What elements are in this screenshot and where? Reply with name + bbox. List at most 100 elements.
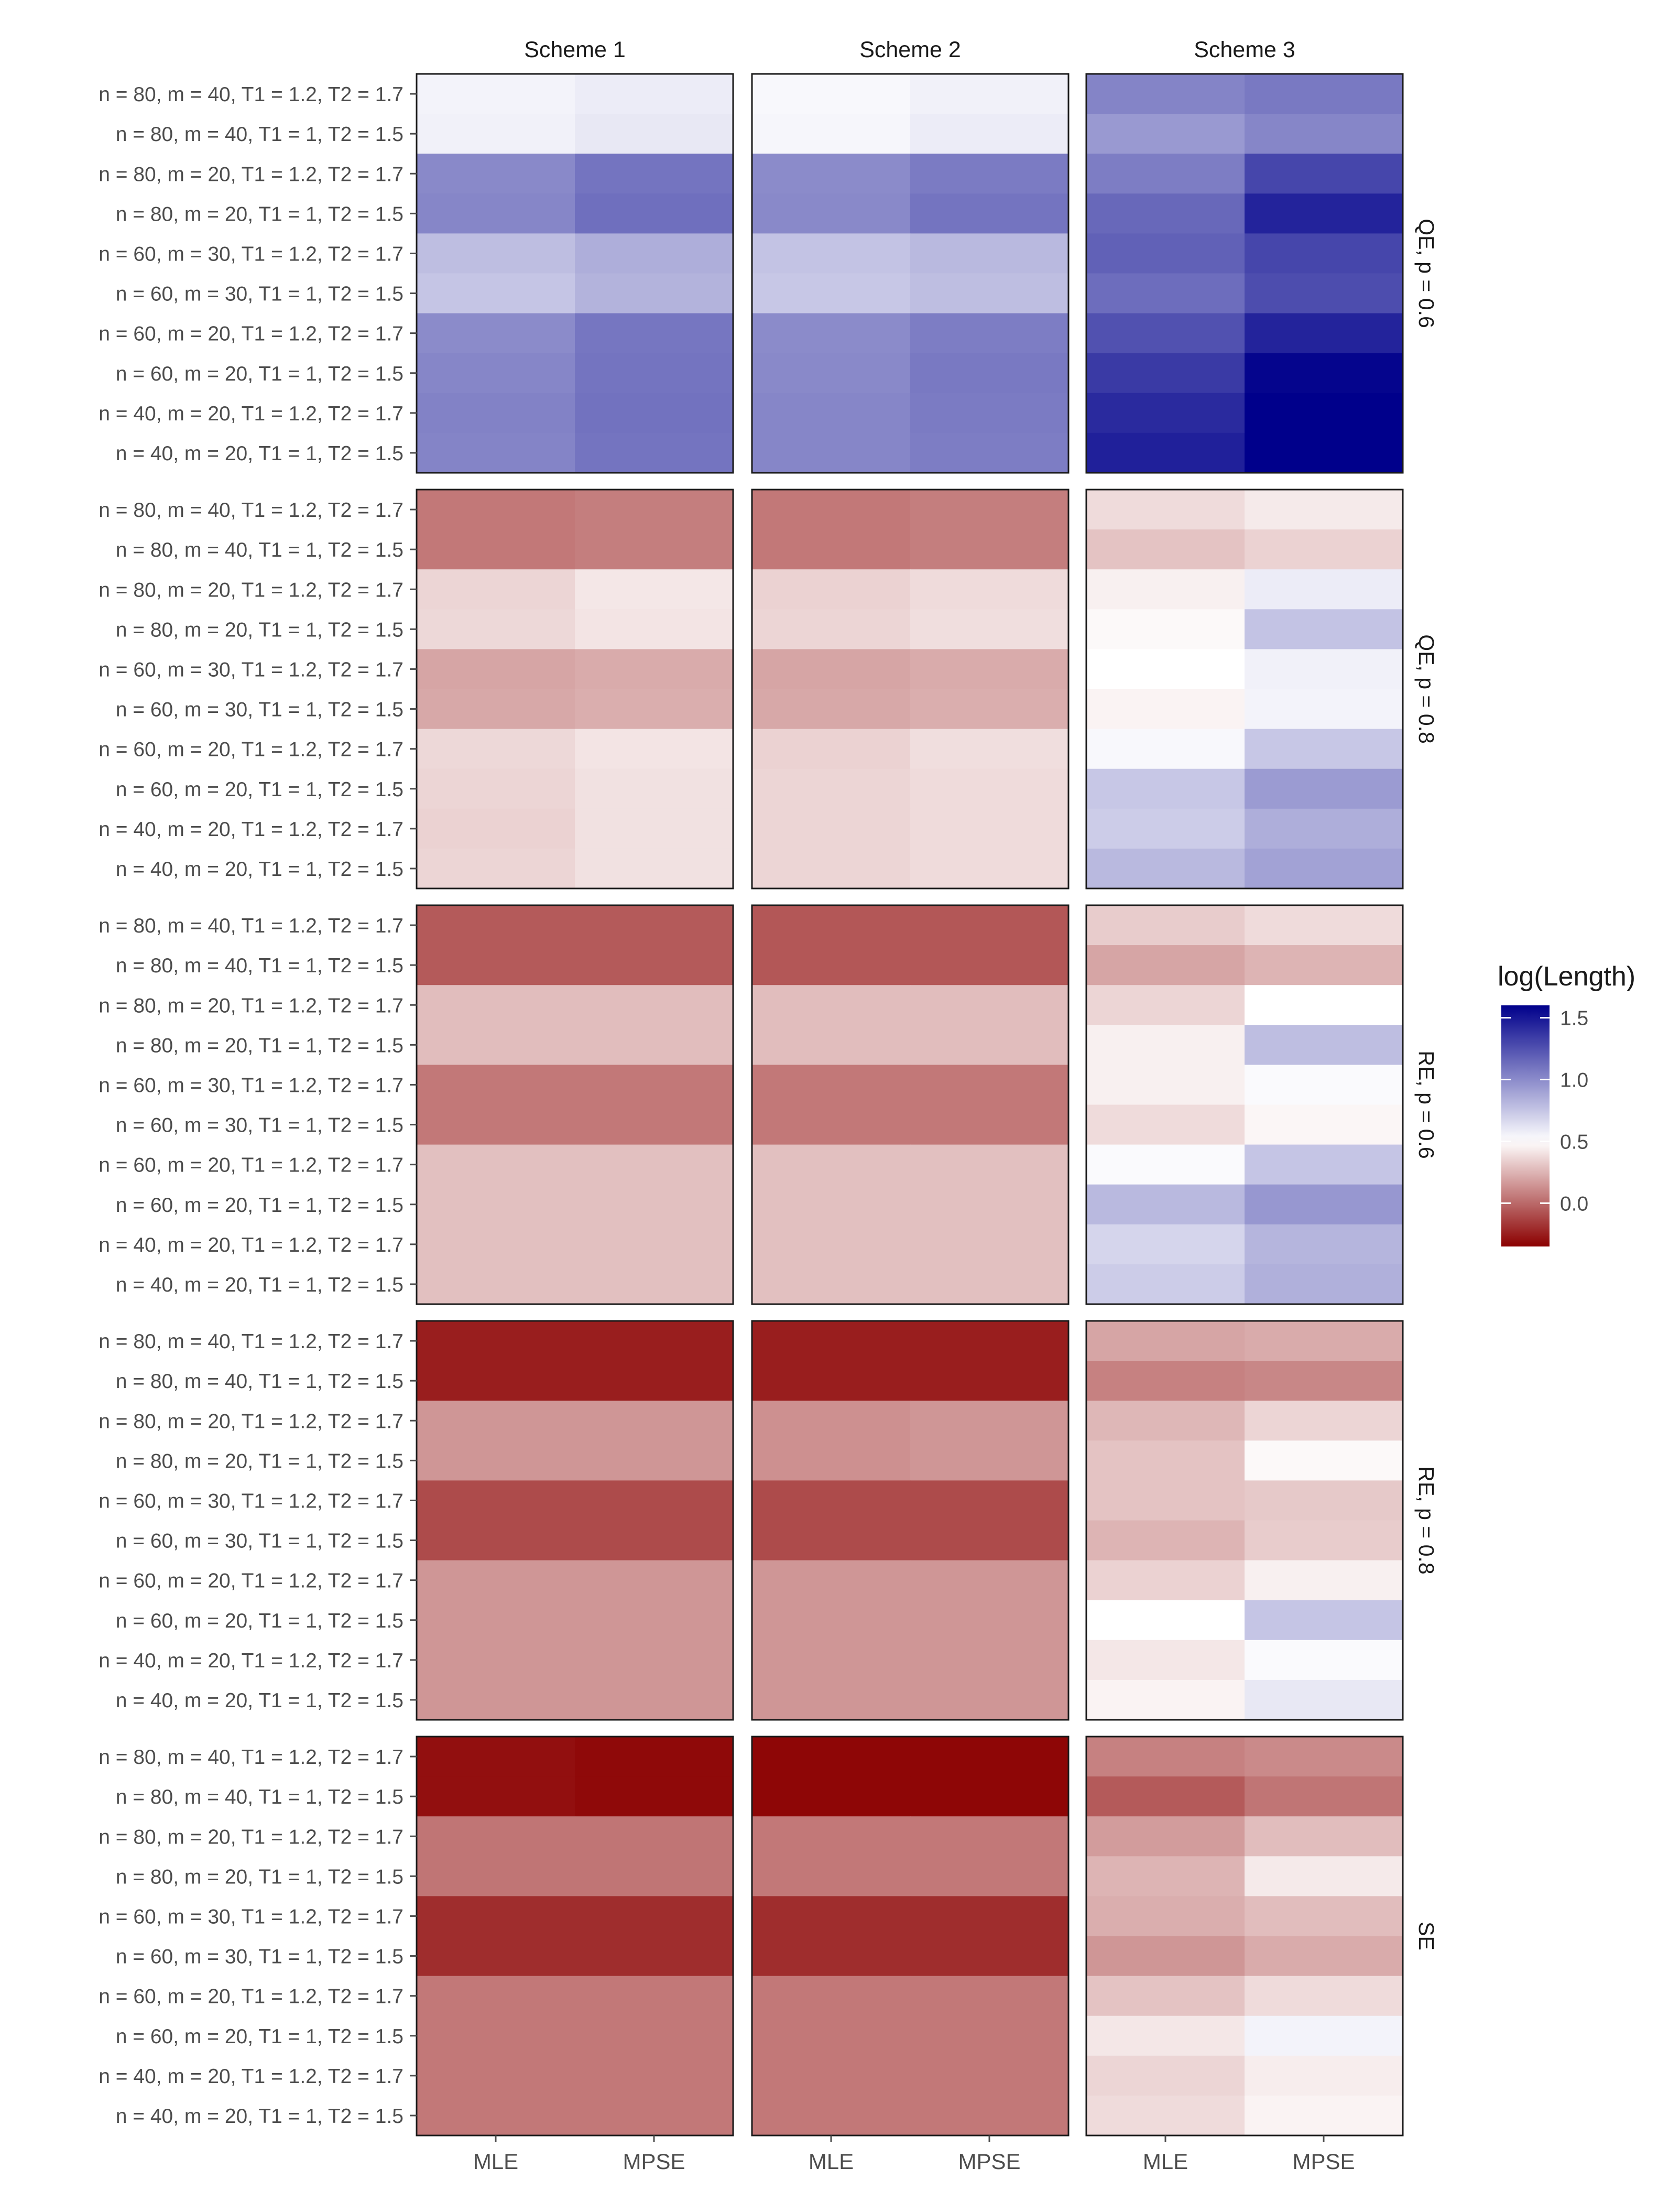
heatmap-cell <box>910 313 1069 354</box>
heatmap-cell <box>910 1737 1069 1777</box>
y-tick-label: n = 60, m = 20, T1 = 1.2, T2 = 1.7 <box>99 323 403 345</box>
heatmap-cell <box>910 649 1069 690</box>
labels-layer: Scheme 1 Scheme 2 Scheme 3 n = 80, m = 40, … <box>99 37 1438 2174</box>
heatmap-cell <box>575 2055 734 2096</box>
heatmap-cell <box>1086 729 1245 769</box>
heatmap-cell <box>575 1264 734 1305</box>
heatmap-cell <box>1086 2055 1245 2096</box>
heatmap-cell <box>910 490 1069 530</box>
heatmap-cell <box>1245 1600 1403 1641</box>
heatmap-cell <box>752 1640 911 1680</box>
heatmap-cell <box>417 1184 575 1225</box>
heatmap-cell <box>752 1401 911 1441</box>
heatmap-cell <box>1086 193 1245 234</box>
heatmap-cell <box>575 1936 734 1977</box>
heatmap-cell <box>910 1976 1069 2016</box>
heatmap-cell <box>752 1560 911 1601</box>
heatmap-cell <box>752 1104 911 1145</box>
y-tick-label: n = 80, m = 20, T1 = 1.2, T2 = 1.7 <box>99 1826 403 1848</box>
heatmap-cell <box>1245 1401 1403 1441</box>
heatmap-cell <box>1086 432 1245 473</box>
heatmap-cell <box>910 905 1069 946</box>
heatmap-cell <box>752 193 911 234</box>
heatmap-cell <box>910 1776 1069 1817</box>
heatmap-cell <box>417 985 575 1025</box>
y-tick-label: n = 60, m = 20, T1 = 1.2, T2 = 1.7 <box>99 1986 403 2008</box>
y-tick-label: n = 60, m = 30, T1 = 1, T2 = 1.5 <box>116 699 403 721</box>
heatmap-cell <box>910 1936 1069 1977</box>
heatmap-cell <box>1245 2095 1403 2136</box>
heatmap-cell <box>417 353 575 394</box>
heatmap-cell <box>417 1896 575 1937</box>
heatmap-cell <box>1245 1321 1403 1361</box>
heatmap-cell <box>910 393 1069 433</box>
heatmap-cell <box>1245 808 1403 849</box>
y-tick-label: n = 40, m = 20, T1 = 1, T2 = 1.5 <box>116 442 403 465</box>
heatmap-cell <box>910 353 1069 394</box>
heatmap-cell <box>417 1776 575 1817</box>
heatmap-cell <box>752 649 911 690</box>
heatmap-cell <box>1245 1856 1403 1896</box>
legend-title: log(Length) <box>1498 961 1635 992</box>
heatmap-cell <box>910 193 1069 234</box>
panel-border <box>416 904 734 1305</box>
heatmap-cell <box>575 729 734 769</box>
heatmap-cell <box>1245 649 1403 690</box>
y-tick-label: n = 80, m = 20, T1 = 1, T2 = 1.5 <box>116 203 403 225</box>
heatmap-cell <box>575 1104 734 1145</box>
heatmap-cell <box>1086 2015 1245 2056</box>
heatmap-cell <box>752 432 911 473</box>
y-tick-label: n = 60, m = 30, T1 = 1, T2 = 1.5 <box>116 283 403 306</box>
heatmap-cell <box>1086 1440 1245 1481</box>
heatmap-cell <box>1086 393 1245 433</box>
heatmap-cell <box>1245 1816 1403 1857</box>
heatmap-cell <box>1245 353 1403 394</box>
heatmap-cell <box>1245 1520 1403 1561</box>
heatmap-cell <box>417 1976 575 2016</box>
y-tick-label: n = 60, m = 30, T1 = 1.2, T2 = 1.7 <box>99 1490 403 1512</box>
heatmap-cell <box>1086 1856 1245 1896</box>
heatmap-cell <box>575 1224 734 1265</box>
heatmap-cell <box>575 114 734 154</box>
heatmap-cell <box>1245 1144 1403 1185</box>
heatmap-cell <box>752 273 911 314</box>
heatmap-cell <box>1086 1600 1245 1641</box>
y-tick-label: n = 80, m = 40, T1 = 1, T2 = 1.5 <box>116 955 403 977</box>
heatmap-cell <box>417 273 575 314</box>
panel-border <box>1085 489 1404 890</box>
heatmap-cell <box>752 154 911 194</box>
heatmap-cell <box>1245 945 1403 985</box>
heatmap-cell <box>575 1480 734 1521</box>
heatmap-cell <box>417 945 575 985</box>
heatmap-cell <box>910 1104 1069 1145</box>
heatmap-cell <box>575 490 734 530</box>
heatmap-cell <box>1245 273 1403 314</box>
heatmap-cell <box>1245 985 1403 1025</box>
heatmap-cell <box>417 1936 575 1977</box>
heatmap-cell <box>752 609 911 649</box>
heatmap-cell <box>752 1737 911 1777</box>
heatmap-cell <box>910 1065 1069 1105</box>
heatmap-cell <box>1086 74 1245 114</box>
heatmap-cell <box>1086 689 1245 730</box>
heatmap-cell <box>1245 768 1403 809</box>
heatmap-cell <box>1086 1065 1245 1105</box>
heatmap-cell <box>575 1440 734 1481</box>
heatmap-cell <box>910 2095 1069 2136</box>
heatmap-cell <box>910 985 1069 1025</box>
heatmap-cell <box>575 1321 734 1361</box>
heatmap-cell <box>417 1321 575 1361</box>
heatmap-cell <box>1245 848 1403 889</box>
y-tick-label: n = 80, m = 20, T1 = 1, T2 = 1.5 <box>116 619 403 641</box>
heatmap-cell <box>575 848 734 889</box>
x-tick-label: MPSE <box>958 2149 1020 2174</box>
heatmap-cell <box>910 273 1069 314</box>
heatmap-cell <box>575 1025 734 1065</box>
x-tick-label: MLE <box>809 2149 854 2174</box>
heatmap-cell <box>1245 393 1403 433</box>
heatmap-cell <box>1086 1321 1245 1361</box>
heatmap-cell <box>1245 569 1403 610</box>
y-tick-label: n = 60, m = 20, T1 = 1, T2 = 1.5 <box>116 1194 403 1217</box>
heatmap-cell <box>1086 1104 1245 1145</box>
heatmap-cell <box>1086 1737 1245 1777</box>
